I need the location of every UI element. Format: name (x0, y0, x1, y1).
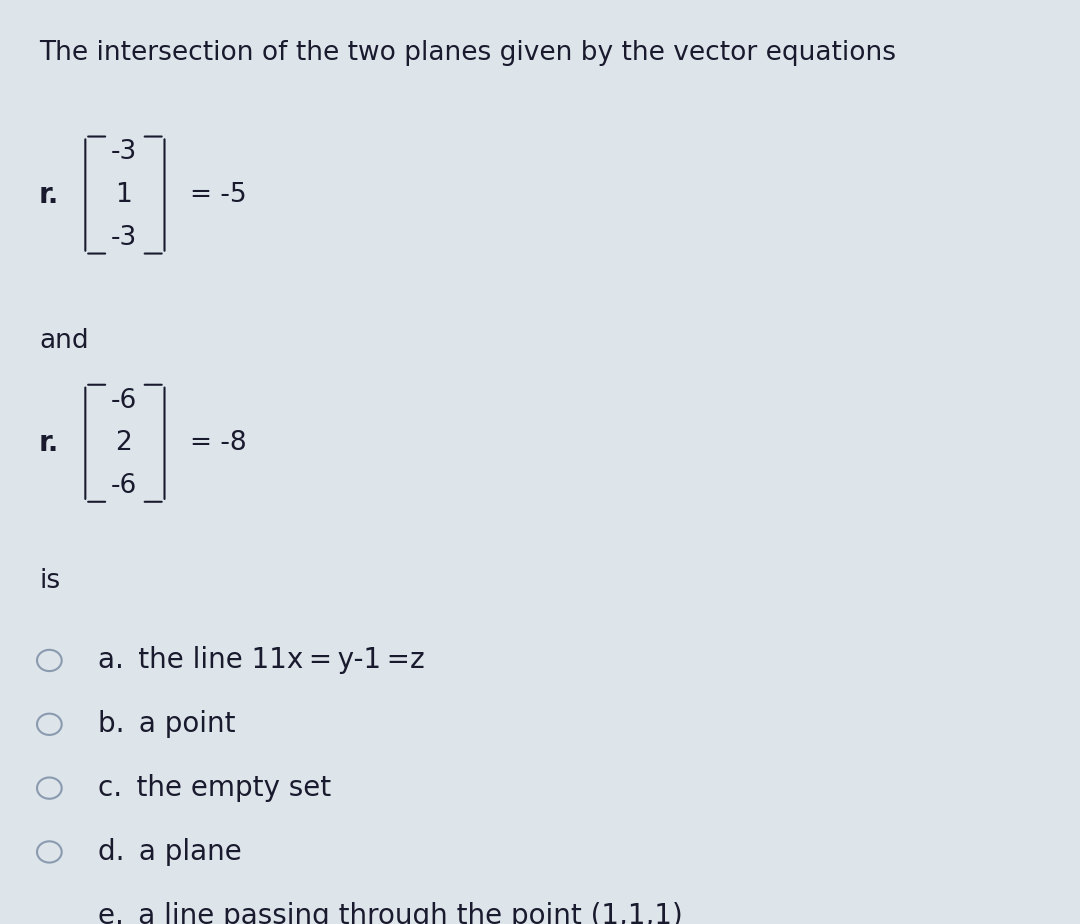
Text: e.  a line passing through the point (1,1,1): e. a line passing through the point (1,1… (97, 902, 683, 924)
Text: d.  a plane: d. a plane (97, 838, 242, 866)
Text: b.  a point: b. a point (97, 711, 235, 738)
Text: a.  the line 11x = y-1 =z: a. the line 11x = y-1 =z (97, 647, 424, 675)
Text: is: is (39, 567, 60, 594)
Text: r.: r. (39, 430, 59, 457)
Text: -3: -3 (110, 225, 136, 250)
Text: c.  the empty set: c. the empty set (97, 774, 330, 802)
Text: The intersection of the two planes given by the vector equations: The intersection of the two planes given… (39, 40, 896, 66)
Text: 1: 1 (114, 182, 132, 208)
Text: 2: 2 (114, 431, 132, 456)
Text: = -8: = -8 (190, 431, 247, 456)
Text: r.: r. (39, 181, 59, 209)
Text: and: and (39, 328, 89, 354)
Text: -3: -3 (110, 140, 136, 165)
Text: -6: -6 (110, 473, 136, 499)
Text: = -5: = -5 (190, 182, 247, 208)
Text: -6: -6 (110, 388, 136, 414)
